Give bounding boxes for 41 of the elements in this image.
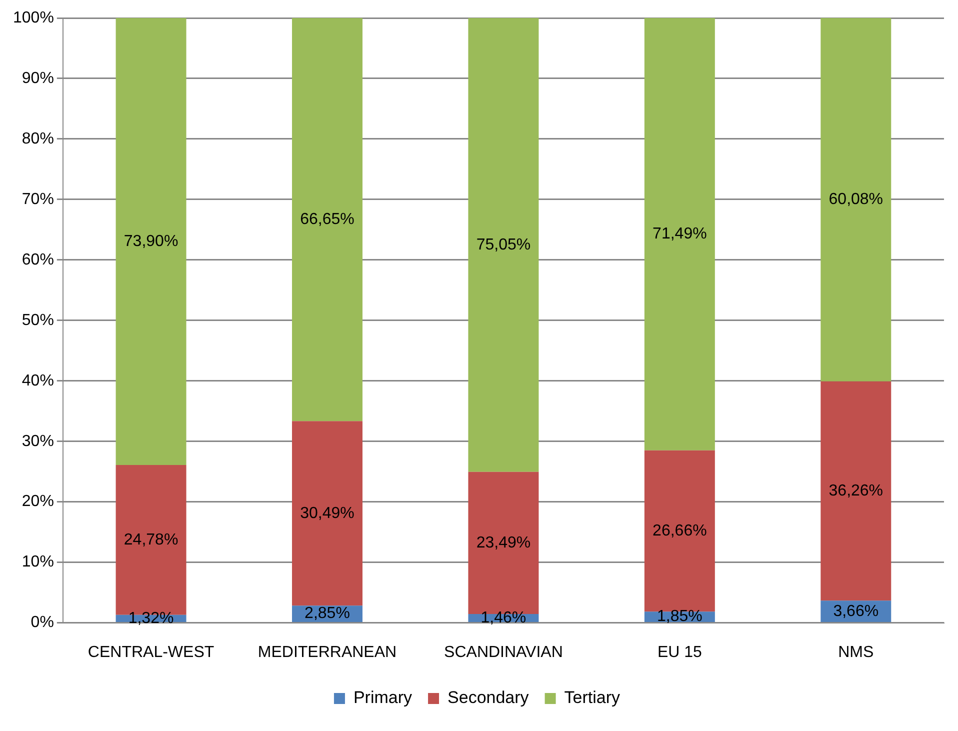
- data-label: 30,49%: [300, 504, 354, 522]
- bar: [644, 18, 715, 450]
- y-tick-label: 50%: [22, 312, 54, 329]
- x-tick-label: EU 15: [657, 644, 702, 661]
- y-tick-label: 80%: [22, 130, 54, 148]
- legend-label: Secondary: [448, 688, 530, 708]
- y-tick-label: 10%: [22, 554, 54, 571]
- y-tick-label: 70%: [22, 190, 54, 208]
- data-label: 66,65%: [300, 211, 354, 228]
- data-label: 73,90%: [124, 232, 178, 250]
- x-tick-label: CENTRAL-WEST: [88, 644, 214, 661]
- data-label: 24,78%: [124, 531, 178, 548]
- bar: [292, 18, 362, 422]
- y-tick-label: 30%: [22, 432, 54, 450]
- y-tick-label: 40%: [22, 372, 54, 390]
- bar: [116, 18, 186, 465]
- data-label: 3,66%: [833, 602, 879, 620]
- y-tick-label: 60%: [22, 251, 54, 268]
- data-label: 60,08%: [828, 191, 884, 208]
- x-tick-label: SCANDINAVIAN: [444, 644, 563, 661]
- y-tick-label: 0%: [30, 614, 54, 632]
- data-label: 36,26%: [828, 482, 884, 500]
- y-tick-label: 100%: [13, 9, 54, 26]
- data-label: 1,32%: [128, 610, 174, 627]
- data-label: 23,49%: [476, 534, 531, 552]
- data-label: 1,46%: [480, 609, 526, 626]
- y-tick-label: 20%: [22, 493, 54, 510]
- bar: [468, 18, 539, 472]
- x-tick-label: NMS: [838, 644, 874, 661]
- y-tick-label: 90%: [22, 70, 54, 87]
- data-label: 1,85%: [656, 608, 702, 626]
- data-label: 26,66%: [652, 522, 707, 540]
- x-tick-label: MEDITERRANEAN: [258, 644, 397, 661]
- data-label: 2,85%: [304, 605, 350, 622]
- bar: [292, 421, 362, 606]
- legend-label: Primary: [353, 688, 413, 708]
- bar: [820, 18, 892, 382]
- legend-label: Tertiary: [564, 688, 621, 708]
- bar: [820, 381, 892, 601]
- data-label: 71,49%: [652, 226, 707, 243]
- data-label: 75,05%: [476, 236, 531, 254]
